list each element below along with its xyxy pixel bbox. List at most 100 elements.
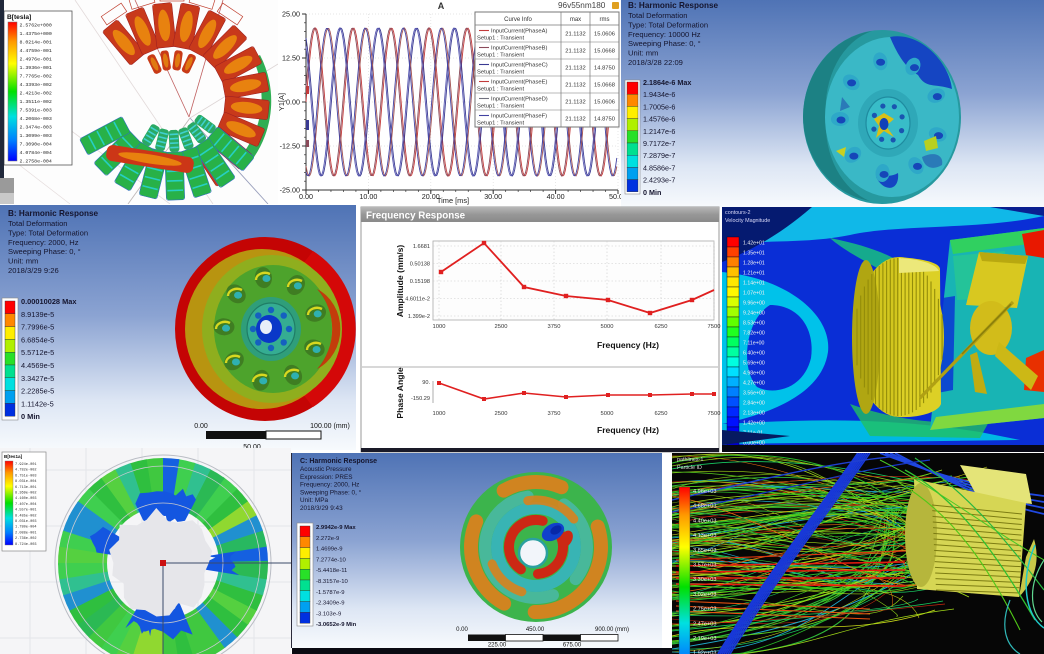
svg-text:3.02e+03: 3.02e+03 <box>693 592 717 598</box>
svg-text:Particle ID: Particle ID <box>677 465 702 471</box>
svg-text:21.1132: 21.1132 <box>565 49 586 55</box>
svg-text:Setup1 : Transient: Setup1 : Transient <box>477 53 524 59</box>
svg-text:2500: 2500 <box>495 411 508 417</box>
svg-text:2.9942e-9 Max: 2.9942e-9 Max <box>316 525 356 531</box>
svg-text:9.24e+00: 9.24e+00 <box>743 311 765 317</box>
svg-text:InputCurrent(PhaseA): InputCurrent(PhaseA) <box>491 29 547 35</box>
svg-text:50.00: 50.00 <box>609 192 627 201</box>
svg-text:4.96e+03: 4.96e+03 <box>693 489 717 495</box>
svg-text:0.00: 0.00 <box>286 98 300 107</box>
svg-text:Unit: mm: Unit: mm <box>628 49 658 58</box>
svg-text:900.00 (mm): 900.00 (mm) <box>595 627 629 633</box>
svg-text:4.2068e-003: 4.2068e-003 <box>20 116 52 122</box>
svg-text:5000: 5000 <box>601 411 614 417</box>
svg-text:1.9434e-6: 1.9434e-6 <box>643 90 675 99</box>
svg-text:10.00: 10.00 <box>359 192 377 201</box>
svg-text:21.1132: 21.1132 <box>565 100 586 106</box>
svg-text:1.6681: 1.6681 <box>413 244 430 250</box>
svg-text:1.4576e-6: 1.4576e-6 <box>643 115 675 124</box>
svg-text:5000: 5000 <box>601 324 614 330</box>
svg-text:25.00: 25.00 <box>282 10 300 19</box>
svg-text:Frequency Response: Frequency Response <box>366 211 466 222</box>
svg-text:6.713e-001: 6.713e-001 <box>15 486 37 490</box>
svg-text:-1.5787e-9: -1.5787e-9 <box>316 590 345 596</box>
svg-text:-3.103e-9: -3.103e-9 <box>316 611 341 617</box>
svg-text:1.2147e-6: 1.2147e-6 <box>643 127 675 136</box>
svg-text:4.160e-003: 4.160e-003 <box>15 497 37 501</box>
svg-text:96v55nm180: 96v55nm180 <box>558 1 606 10</box>
svg-text:7.2774e-10: 7.2774e-10 <box>316 557 347 563</box>
svg-text:450.00: 450.00 <box>526 627 545 633</box>
svg-text:0.15198: 0.15198 <box>410 279 430 285</box>
svg-text:Time [ms]: Time [ms] <box>437 196 469 205</box>
svg-text:2.19e+03: 2.19e+03 <box>693 636 717 642</box>
svg-text:-2.3409e-9: -2.3409e-9 <box>316 601 345 607</box>
svg-text:8.369e-002: 8.369e-002 <box>15 492 37 496</box>
svg-text:Sweeping Phase: 0, °: Sweeping Phase: 0, ° <box>8 247 81 256</box>
svg-text:1.3099e-003: 1.3099e-003 <box>20 133 52 139</box>
svg-text:Sweeping Phase: 0, °: Sweeping Phase: 0, ° <box>628 39 701 48</box>
svg-text:1.42e+01: 1.42e+01 <box>743 241 765 247</box>
svg-text:4.4759e-001: 4.4759e-001 <box>20 48 52 54</box>
svg-text:2018/3/28 22:09: 2018/3/28 22:09 <box>628 58 683 67</box>
svg-text:1.28e+01: 1.28e+01 <box>743 261 765 267</box>
svg-text:4.8586e-7: 4.8586e-7 <box>643 163 675 172</box>
svg-text:-5.4418e-11: -5.4418e-11 <box>316 568 347 574</box>
svg-text:2.13e+00: 2.13e+00 <box>743 411 765 417</box>
svg-text:2.4213e-002: 2.4213e-002 <box>20 91 52 97</box>
svg-text:8.485e-002: 8.485e-002 <box>15 514 37 518</box>
svg-text:Y1[A]: Y1[A] <box>277 93 286 111</box>
svg-text:2.4976e-001: 2.4976e-001 <box>20 57 52 63</box>
svg-text:1.14e+01: 1.14e+01 <box>743 281 765 287</box>
svg-text:Amplitude (mm/s): Amplitude (mm/s) <box>395 245 405 318</box>
svg-text:0 Min: 0 Min <box>21 412 40 421</box>
svg-text:21.1132: 21.1132 <box>565 117 586 123</box>
svg-text:5.69e+00: 5.69e+00 <box>743 361 765 367</box>
svg-text:2.5762e+000: 2.5762e+000 <box>20 23 52 29</box>
svg-text:7.82e+00: 7.82e+00 <box>743 331 765 337</box>
svg-text:B: Harmonic Response: B: Harmonic Response <box>8 209 99 218</box>
svg-text:4.98e+00: 4.98e+00 <box>743 371 765 377</box>
svg-text:Setup1 : Transient: Setup1 : Transient <box>477 36 524 42</box>
svg-text:1.3511e-002: 1.3511e-002 <box>20 99 52 105</box>
svg-text:Frequency (Hz): Frequency (Hz) <box>597 425 659 435</box>
svg-text:7.5391e-003: 7.5391e-003 <box>20 108 52 114</box>
svg-text:B[tesla]: B[tesla] <box>7 14 31 21</box>
svg-text:Unit: MPa: Unit: MPa <box>300 497 329 504</box>
svg-text:-12.50: -12.50 <box>280 142 300 151</box>
svg-text:3750: 3750 <box>548 411 561 417</box>
svg-text:2.2285e-5: 2.2285e-5 <box>21 387 54 396</box>
svg-text:InputCurrent(PhaseF): InputCurrent(PhaseF) <box>491 114 547 120</box>
svg-text:225.00: 225.00 <box>488 643 507 649</box>
svg-text:InputCurrent(PhaseD): InputCurrent(PhaseD) <box>491 97 548 103</box>
svg-text:4.6011e-2: 4.6011e-2 <box>405 297 430 303</box>
svg-text:1.780e-004: 1.780e-004 <box>15 526 37 530</box>
svg-text:8.031e-003: 8.031e-003 <box>15 520 37 524</box>
svg-text:7500: 7500 <box>708 324 721 330</box>
svg-text:6.751e-003: 6.751e-003 <box>15 474 37 478</box>
svg-text:4.0784e-004: 4.0784e-004 <box>20 150 52 156</box>
svg-text:1.4375e+000: 1.4375e+000 <box>20 31 52 37</box>
svg-text:1000: 1000 <box>433 324 446 330</box>
svg-text:2500: 2500 <box>495 324 508 330</box>
svg-text:2.736e-002: 2.736e-002 <box>15 537 37 541</box>
svg-text:2.84e+00: 2.84e+00 <box>743 401 765 407</box>
svg-text:Expression: PRES: Expression: PRES <box>300 474 353 481</box>
svg-text:8.724e-003: 8.724e-003 <box>15 543 37 547</box>
svg-text:B: Harmonic Response: B: Harmonic Response <box>628 1 719 10</box>
svg-text:Frequency (Hz): Frequency (Hz) <box>597 340 659 350</box>
svg-text:C: Harmonic Response: C: Harmonic Response <box>300 458 377 465</box>
svg-text:30.00: 30.00 <box>484 192 502 201</box>
svg-text:Total Deformation: Total Deformation <box>8 219 68 228</box>
svg-text:Frequency: 10000 Hz: Frequency: 10000 Hz <box>628 30 701 39</box>
svg-text:7500: 7500 <box>708 411 721 417</box>
svg-text:1.399e-2: 1.399e-2 <box>408 314 430 320</box>
svg-text:7.11e+00: 7.11e+00 <box>743 341 765 347</box>
svg-text:2.2758e-004: 2.2758e-004 <box>20 159 52 165</box>
svg-text:3.57e+03: 3.57e+03 <box>693 563 717 569</box>
svg-text:4.40e+03: 4.40e+03 <box>693 518 717 524</box>
svg-text:Unit: mm: Unit: mm <box>8 257 38 266</box>
svg-text:4.68e+03: 4.68e+03 <box>693 504 717 510</box>
svg-text:3.85e+03: 3.85e+03 <box>693 548 717 554</box>
svg-text:Velocity Magnitude: Velocity Magnitude <box>725 218 770 224</box>
